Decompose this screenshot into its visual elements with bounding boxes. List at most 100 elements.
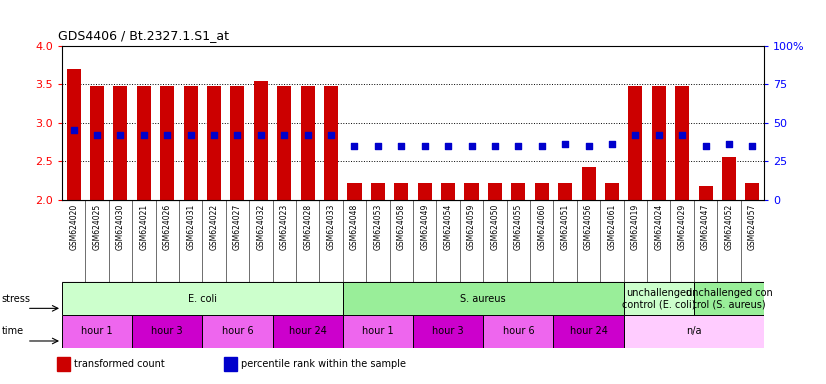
Text: hour 1: hour 1: [81, 326, 113, 336]
Bar: [62, 315, 132, 348]
Point: [676, 132, 689, 138]
Text: E. coli: E. coli: [188, 293, 217, 304]
Bar: [694, 282, 764, 315]
Text: GSM624032: GSM624032: [256, 204, 265, 250]
Text: GSM624020: GSM624020: [69, 204, 78, 250]
Bar: [202, 315, 273, 348]
Text: GSM624051: GSM624051: [561, 204, 570, 250]
Point: [535, 143, 548, 149]
Point: [301, 132, 314, 138]
Bar: [699, 186, 713, 200]
Bar: [722, 157, 736, 200]
Bar: [675, 86, 689, 200]
Text: GSM624057: GSM624057: [748, 204, 757, 250]
Text: GSM624055: GSM624055: [514, 204, 523, 250]
Bar: [624, 315, 764, 348]
Text: hour 24: hour 24: [289, 326, 326, 336]
Text: GSM624054: GSM624054: [444, 204, 453, 250]
Text: stress: stress: [2, 293, 31, 304]
Point: [372, 143, 385, 149]
Point: [114, 132, 127, 138]
Bar: [183, 86, 197, 200]
Point: [90, 132, 104, 138]
Point: [67, 127, 80, 133]
Text: GSM624033: GSM624033: [326, 204, 335, 250]
Bar: [224, 358, 237, 371]
Text: GSM624049: GSM624049: [420, 204, 430, 250]
Bar: [62, 282, 343, 315]
Text: GSM624025: GSM624025: [93, 204, 102, 250]
Bar: [745, 183, 759, 200]
Text: percentile rank within the sample: percentile rank within the sample: [240, 359, 406, 369]
Text: unchallenged
control (E. coli): unchallenged control (E. coli): [622, 288, 695, 310]
Bar: [624, 282, 694, 315]
Text: GSM624059: GSM624059: [467, 204, 476, 250]
Point: [230, 132, 244, 138]
Bar: [413, 315, 483, 348]
Point: [418, 143, 431, 149]
Bar: [483, 315, 553, 348]
Bar: [132, 315, 202, 348]
Point: [254, 132, 268, 138]
Text: hour 1: hour 1: [362, 326, 394, 336]
Text: GDS4406 / Bt.2327.1.S1_at: GDS4406 / Bt.2327.1.S1_at: [58, 29, 229, 42]
Point: [605, 141, 619, 147]
Bar: [324, 86, 338, 200]
Bar: [464, 183, 478, 200]
Text: GSM624019: GSM624019: [631, 204, 640, 250]
Point: [629, 132, 642, 138]
Bar: [278, 86, 292, 200]
Point: [278, 132, 291, 138]
Point: [207, 132, 221, 138]
Text: GSM624053: GSM624053: [373, 204, 382, 250]
Text: GSM624056: GSM624056: [584, 204, 593, 250]
Bar: [57, 358, 70, 371]
Point: [348, 143, 361, 149]
Point: [160, 132, 173, 138]
Point: [184, 132, 197, 138]
Text: S. aureus: S. aureus: [460, 293, 506, 304]
Text: GSM624052: GSM624052: [724, 204, 733, 250]
Point: [488, 143, 501, 149]
Bar: [348, 183, 362, 200]
Text: transformed count: transformed count: [74, 359, 164, 369]
Text: GSM624026: GSM624026: [163, 204, 172, 250]
Bar: [605, 183, 619, 200]
Point: [722, 141, 735, 147]
Bar: [90, 86, 104, 200]
Bar: [137, 86, 151, 200]
Bar: [273, 315, 343, 348]
Point: [699, 143, 712, 149]
Bar: [113, 86, 127, 200]
Text: GSM624028: GSM624028: [303, 204, 312, 250]
Text: GSM624029: GSM624029: [677, 204, 686, 250]
Text: hour 24: hour 24: [570, 326, 607, 336]
Point: [558, 141, 572, 147]
Bar: [301, 86, 315, 200]
Text: GSM624050: GSM624050: [491, 204, 500, 250]
Bar: [418, 183, 432, 200]
Point: [652, 132, 665, 138]
Text: time: time: [2, 326, 24, 336]
Text: GSM624058: GSM624058: [396, 204, 406, 250]
Text: GSM624022: GSM624022: [210, 204, 219, 250]
Text: hour 6: hour 6: [502, 326, 534, 336]
Text: unchallenged con
trol (S. aureus): unchallenged con trol (S. aureus): [686, 288, 772, 310]
Point: [395, 143, 408, 149]
Bar: [371, 183, 385, 200]
Point: [137, 132, 150, 138]
Text: GSM624024: GSM624024: [654, 204, 663, 250]
Text: GSM624031: GSM624031: [186, 204, 195, 250]
Text: GSM624021: GSM624021: [140, 204, 149, 250]
Bar: [511, 183, 525, 200]
Bar: [534, 183, 548, 200]
Point: [441, 143, 454, 149]
Text: hour 6: hour 6: [221, 326, 254, 336]
Text: GSM624061: GSM624061: [607, 204, 616, 250]
Text: GSM624047: GSM624047: [701, 204, 710, 250]
Bar: [629, 86, 643, 200]
Point: [465, 143, 478, 149]
Bar: [582, 167, 596, 200]
Point: [511, 143, 525, 149]
Bar: [553, 315, 624, 348]
